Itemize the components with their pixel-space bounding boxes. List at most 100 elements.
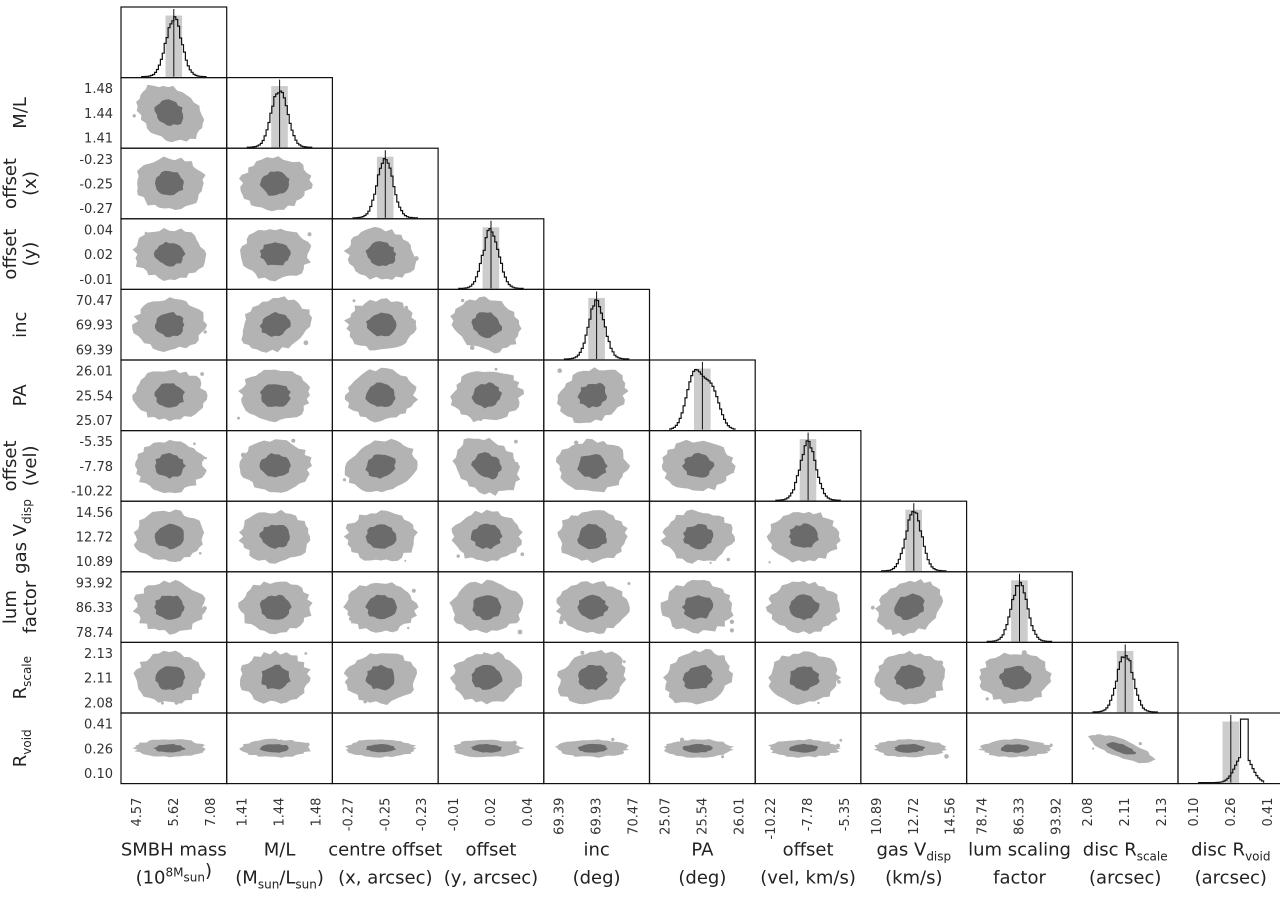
outlier-speck <box>287 741 292 746</box>
ytick-yoff: 0.04 <box>84 223 113 238</box>
contour-panel-vdisp-vs-mbh <box>120 500 228 573</box>
outlier-speck <box>611 673 615 677</box>
inner-contour <box>259 453 291 478</box>
outlier-speck <box>174 741 179 746</box>
ylabel-vdisp: gas Vdisp​ <box>10 499 34 574</box>
inner-contour <box>365 524 397 549</box>
contour-panel-vdisp-vs-pa <box>648 500 756 573</box>
outlier-speck <box>520 552 525 556</box>
outlier-speck <box>144 231 148 235</box>
ytick-rscale: 2.08 <box>84 696 113 711</box>
outlier-speck <box>627 582 631 585</box>
inner-contour <box>259 744 289 753</box>
outlier-speck <box>729 466 733 470</box>
xtick-pa: 25.07 <box>658 798 673 835</box>
inner-contour <box>471 312 503 339</box>
xlabel-mbh: SMBH mass <box>121 840 227 861</box>
inner-contour <box>154 383 185 408</box>
contour-panel-rvoid-vs-xoff <box>331 712 439 785</box>
xlabel-inc: (deg) <box>573 868 621 889</box>
outlier-speck <box>622 660 626 664</box>
contour-panel-yoff-vs-mbh <box>120 218 228 291</box>
outlier-speck <box>278 739 284 745</box>
xtick-vdisp: 10.89 <box>870 798 885 835</box>
outlier-speck <box>363 404 369 410</box>
contour-panel-pa-vs-yoff <box>437 359 545 432</box>
ylabel-xoff: offset <box>0 158 21 209</box>
contour-panel-voff-vs-mbh <box>120 430 228 502</box>
inner-contour <box>259 524 290 549</box>
xtick-pa: 25.54 <box>695 798 710 835</box>
ylabel-pa: PA <box>10 384 31 407</box>
hist-panel-rscale <box>1071 641 1179 714</box>
outlier-speck <box>729 628 735 633</box>
contour-panel-voff-vs-ml <box>226 430 333 502</box>
inner-contour <box>682 665 714 690</box>
inner-contour <box>789 594 820 621</box>
inner-contour <box>577 594 609 620</box>
inner-contour <box>472 595 502 621</box>
outlier-speck <box>394 514 399 519</box>
outlier-speck <box>202 606 207 611</box>
outlier-speck <box>565 396 569 400</box>
outlier-speck <box>142 473 146 477</box>
xtick-yoff: -0.01 <box>447 798 462 832</box>
inner-contour <box>894 593 925 621</box>
outlier-speck <box>509 671 512 674</box>
outlier-speck <box>302 592 306 596</box>
inner-contour <box>577 523 607 550</box>
contour-panel-rvoid-vs-pa <box>648 712 756 785</box>
inner-contour <box>471 382 503 409</box>
outlier-speck <box>593 547 599 554</box>
outlier-speck <box>686 624 690 628</box>
ytick-vdisp: 12.72 <box>76 531 113 546</box>
outlier-speck <box>478 416 483 421</box>
contour-panel-pa-vs-mbh <box>120 359 228 432</box>
hist-panel-yoff <box>437 218 545 291</box>
xtick-rscale: 2.11 <box>1118 798 1133 827</box>
contour-panel-vdisp-vs-xoff <box>331 500 439 573</box>
outlier-speck <box>342 478 347 482</box>
inner-contour <box>365 382 396 407</box>
inner-contour <box>471 452 502 480</box>
xtick-ml: 1.41 <box>236 798 251 827</box>
inner-contour <box>999 665 1032 690</box>
xlabel-lum: lum scaling <box>968 840 1071 861</box>
xtick-pa: 26.01 <box>732 798 747 835</box>
contour-panel-rscale-vs-lum <box>965 641 1073 714</box>
outlier-speck <box>1045 747 1051 752</box>
xtick-rscale: 2.13 <box>1155 798 1170 827</box>
hist-panel-mbh <box>120 6 228 79</box>
outlier-speck <box>373 273 377 276</box>
contour-panel-lum-vs-voff <box>754 571 862 643</box>
outlier-speck <box>174 700 179 705</box>
contour-panel-lum-vs-pa <box>648 571 756 643</box>
contour-panel-rvoid-vs-ml <box>226 712 333 785</box>
inner-contour <box>154 523 184 550</box>
outlier-speck <box>289 338 294 343</box>
inner-contour <box>365 744 397 753</box>
contour-panel-rscale-vs-yoff <box>437 641 545 714</box>
contour-panel-lum-vs-yoff <box>437 571 545 643</box>
outlier-speck <box>676 741 680 745</box>
outlier-speck <box>160 701 164 705</box>
outlier-speck <box>794 549 799 554</box>
ytick-lum: 86.33 <box>76 601 113 616</box>
xtick-lum: 86.33 <box>1013 798 1028 835</box>
inner-contour <box>259 242 291 266</box>
outlier-speck <box>167 135 170 139</box>
inner-contour <box>470 743 503 753</box>
outlier-speck <box>348 616 353 621</box>
contour-panel-inc-vs-xoff <box>331 288 439 361</box>
outlier-speck <box>721 755 725 759</box>
contour-panel-xoff-vs-ml <box>226 147 333 220</box>
xlabel-vdisp: gas Vdisp​ <box>876 840 951 864</box>
outlier-speck <box>184 170 190 176</box>
xtick-rvoid: 0.26 <box>1224 798 1239 827</box>
ytick-vdisp: 10.89 <box>76 555 113 570</box>
outlier-speck <box>277 273 283 279</box>
outlier-speck <box>193 442 196 446</box>
outlier-speck <box>307 232 312 237</box>
outlier-speck <box>806 652 809 656</box>
